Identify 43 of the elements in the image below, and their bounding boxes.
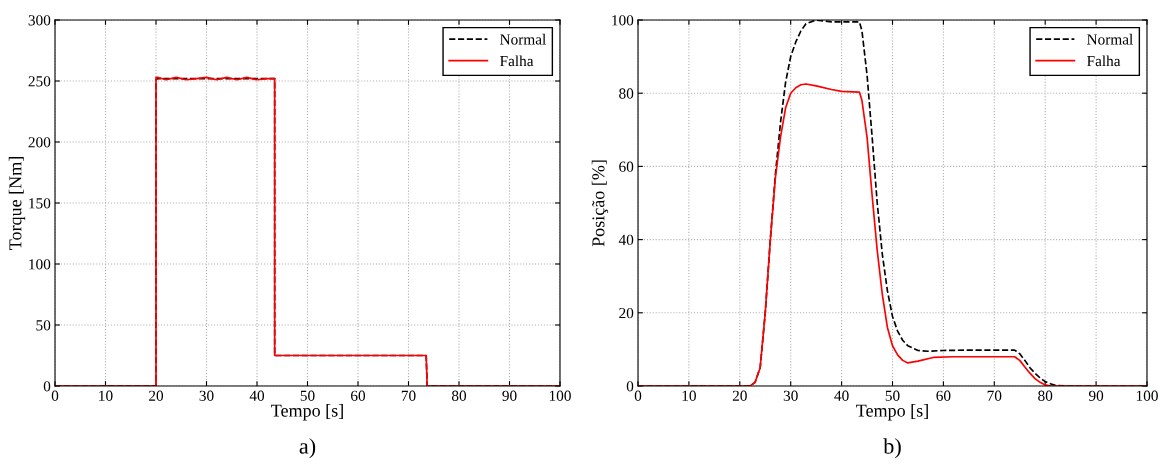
y-tick-label: 0 — [626, 381, 634, 392]
x-tick-label: 70 — [401, 390, 416, 401]
x-tick-label: 40 — [249, 390, 265, 401]
y-tick-label: 20 — [619, 307, 634, 319]
y-tick-label: 0 — [43, 381, 51, 392]
x-tick-label: 50 — [885, 390, 900, 401]
x-tick-label: 0 — [51, 390, 59, 401]
y-tick-label: 60 — [619, 161, 634, 172]
y-tick-label: 100 — [29, 259, 51, 270]
x-tick-label: 20 — [732, 390, 747, 401]
x-tick-label: 40 — [834, 390, 849, 401]
y-tick-label: 300 — [28, 15, 51, 26]
x-tick-label: 60 — [936, 390, 951, 401]
x-tick-label: 90 — [1088, 390, 1104, 401]
text: a) — [299, 438, 316, 459]
x-tick-label: 10 — [99, 390, 113, 401]
legend-label: Falha — [500, 55, 534, 67]
x-tick-label: 0 — [634, 390, 642, 401]
x-tick-label: 30 — [783, 390, 798, 401]
legend-label: Normal — [500, 33, 546, 45]
y-tick-label: 250 — [28, 76, 51, 87]
y-tick-label: 100 — [612, 15, 634, 26]
y-tick-label: 40 — [618, 234, 634, 246]
text: b) — [883, 438, 901, 459]
x-tick-label: 10 — [682, 390, 696, 401]
y-tick-label: 150 — [29, 198, 51, 209]
x-tick-label: 30 — [199, 390, 214, 401]
y-tick-label: 200 — [28, 137, 51, 148]
x-tick-label: 60 — [351, 390, 366, 401]
x-tick-label: 80 — [1038, 390, 1053, 401]
x-tick-label: 50 — [300, 390, 315, 401]
x-tick-label: 80 — [451, 390, 467, 401]
x-axis-title: Tempo [s] — [271, 404, 343, 421]
y-tick-label: 50 — [36, 320, 51, 331]
x-axis-title: Tempo [s] — [856, 404, 928, 421]
y-axis-title: Torque [Nm] — [8, 157, 26, 250]
x-tick-label: 70 — [987, 390, 1002, 401]
y-tick-label: 80 — [619, 88, 634, 99]
x-tick-label: 20 — [149, 390, 164, 401]
y-axis-title: Posição [%] — [591, 160, 609, 247]
x-tick-label: 100 — [549, 390, 571, 401]
x-tick-label: 90 — [502, 390, 517, 401]
x-tick-label: 100 — [1136, 390, 1158, 401]
